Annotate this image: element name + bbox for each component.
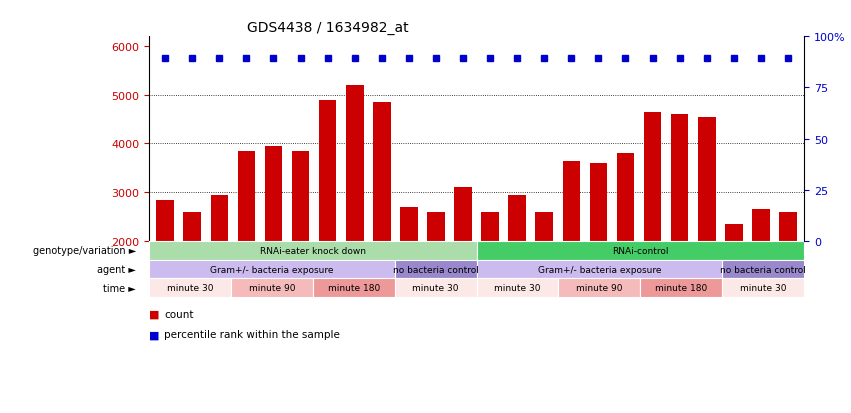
Bar [319,100,336,339]
Bar [508,195,526,339]
Bar [563,161,580,339]
Bar [149,241,477,260]
Bar [477,260,722,279]
Bar [725,224,743,339]
Text: genotype/variation ►: genotype/variation ► [32,246,136,256]
Bar [373,103,391,339]
Text: count: count [164,309,194,319]
Bar [157,200,174,339]
Text: percentile rank within the sample: percentile rank within the sample [164,330,340,339]
Bar [752,210,769,339]
Bar [184,212,201,339]
Text: agent ►: agent ► [97,264,136,274]
Bar [454,188,471,339]
Text: Gram+/- bacteria exposure: Gram+/- bacteria exposure [538,265,661,274]
Bar [149,279,231,297]
Text: minute 30: minute 30 [494,284,540,292]
Bar [558,279,641,297]
Text: minute 30: minute 30 [740,284,786,292]
Text: time ►: time ► [103,283,136,293]
Bar [698,117,716,339]
Bar [395,260,477,279]
Text: ■: ■ [149,330,159,339]
Text: minute 30: minute 30 [413,284,459,292]
Text: minute 180: minute 180 [655,284,707,292]
Bar [722,279,804,297]
Bar [292,152,310,339]
Bar [477,279,558,297]
Bar [482,212,499,339]
Text: GDS4438 / 1634982_at: GDS4438 / 1634982_at [247,21,408,35]
Text: no bacteria control: no bacteria control [392,265,478,274]
Bar [400,207,418,339]
Bar [671,115,688,339]
Bar [535,212,553,339]
Bar [237,152,255,339]
Text: minute 30: minute 30 [167,284,213,292]
Bar [210,195,228,339]
Bar [722,260,804,279]
Bar [346,86,363,339]
Text: RNAi-control: RNAi-control [612,246,669,255]
Bar [427,212,445,339]
Bar [231,279,312,297]
Text: ■: ■ [149,309,159,319]
Bar [395,279,477,297]
Text: minute 180: minute 180 [328,284,380,292]
Bar [643,112,661,339]
Bar [312,279,395,297]
Bar [477,241,804,260]
Text: Gram+/- bacteria exposure: Gram+/- bacteria exposure [210,265,334,274]
Text: minute 90: minute 90 [248,284,295,292]
Text: minute 90: minute 90 [576,284,623,292]
Bar [780,212,797,339]
Bar [617,154,634,339]
Bar [149,260,395,279]
Text: no bacteria control: no bacteria control [720,265,806,274]
Bar [590,164,608,339]
Bar [641,279,722,297]
Bar [265,147,283,339]
Text: RNAi-eater knock down: RNAi-eater knock down [260,246,366,255]
